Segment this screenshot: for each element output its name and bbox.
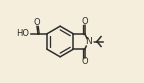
Text: O: O: [82, 17, 88, 26]
Text: O: O: [82, 57, 88, 66]
Text: O: O: [34, 18, 40, 27]
Text: HO: HO: [16, 29, 29, 38]
Text: N: N: [85, 37, 92, 46]
